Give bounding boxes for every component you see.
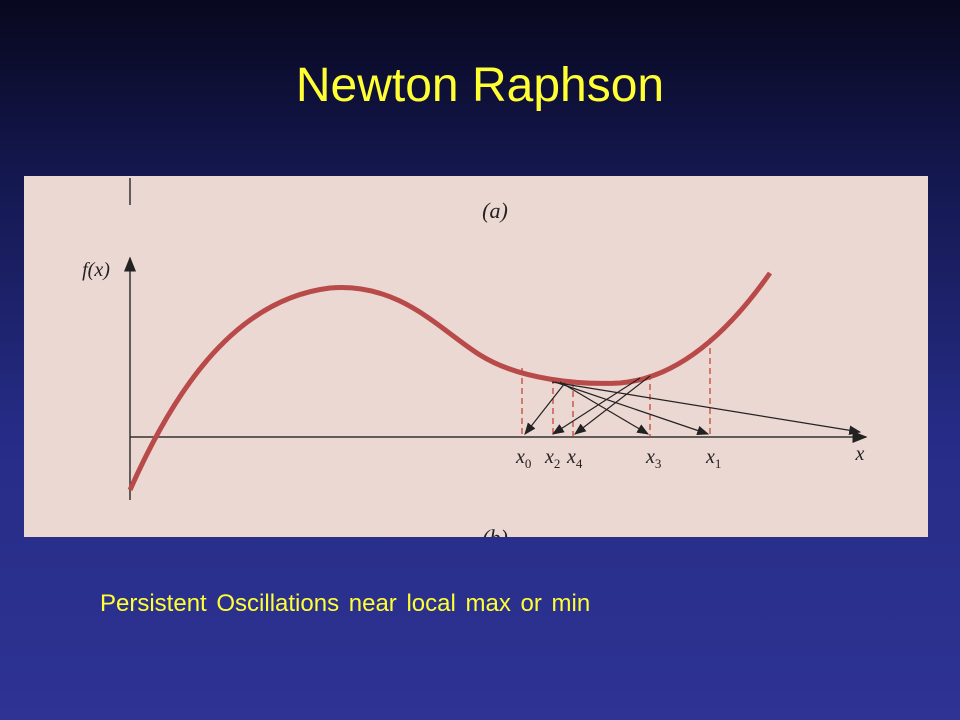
iterate-symbol: x [566,446,576,468]
iterate-subscript: 3 [655,456,662,471]
iterate-symbol: x [645,446,655,468]
panel-label: (a) [482,198,508,223]
y-axis-label: f(x) [82,259,110,281]
iterate-labels: x0 x2 x4 x3 x1 [515,446,721,471]
tangent-arrows [524,375,862,436]
iterate-label: x4 [566,446,583,471]
iterate-subscript: 1 [715,456,722,471]
dashed-guides [521,338,711,437]
iterate-subscript: 4 [576,456,583,471]
function-curve [127,271,773,492]
iterate-label: x1 [705,446,721,471]
iterate-symbol: x [705,446,715,468]
iterate-label: x2 [544,446,560,471]
caption: Persistent Oscillations near local max o… [100,590,591,617]
iterate-symbol: x [544,446,554,468]
slide-title: Newton Raphson [295,59,665,112]
iterate-label: x3 [645,446,661,471]
iterate-label: x0 [515,446,531,471]
iterate-symbol: x [515,446,525,468]
panel-label: (b) [482,525,508,537]
iterate-subscript: 0 [525,456,532,471]
figure-background [24,176,928,537]
x-axis-label: x [855,443,865,465]
iterate-subscript: 2 [554,456,561,471]
